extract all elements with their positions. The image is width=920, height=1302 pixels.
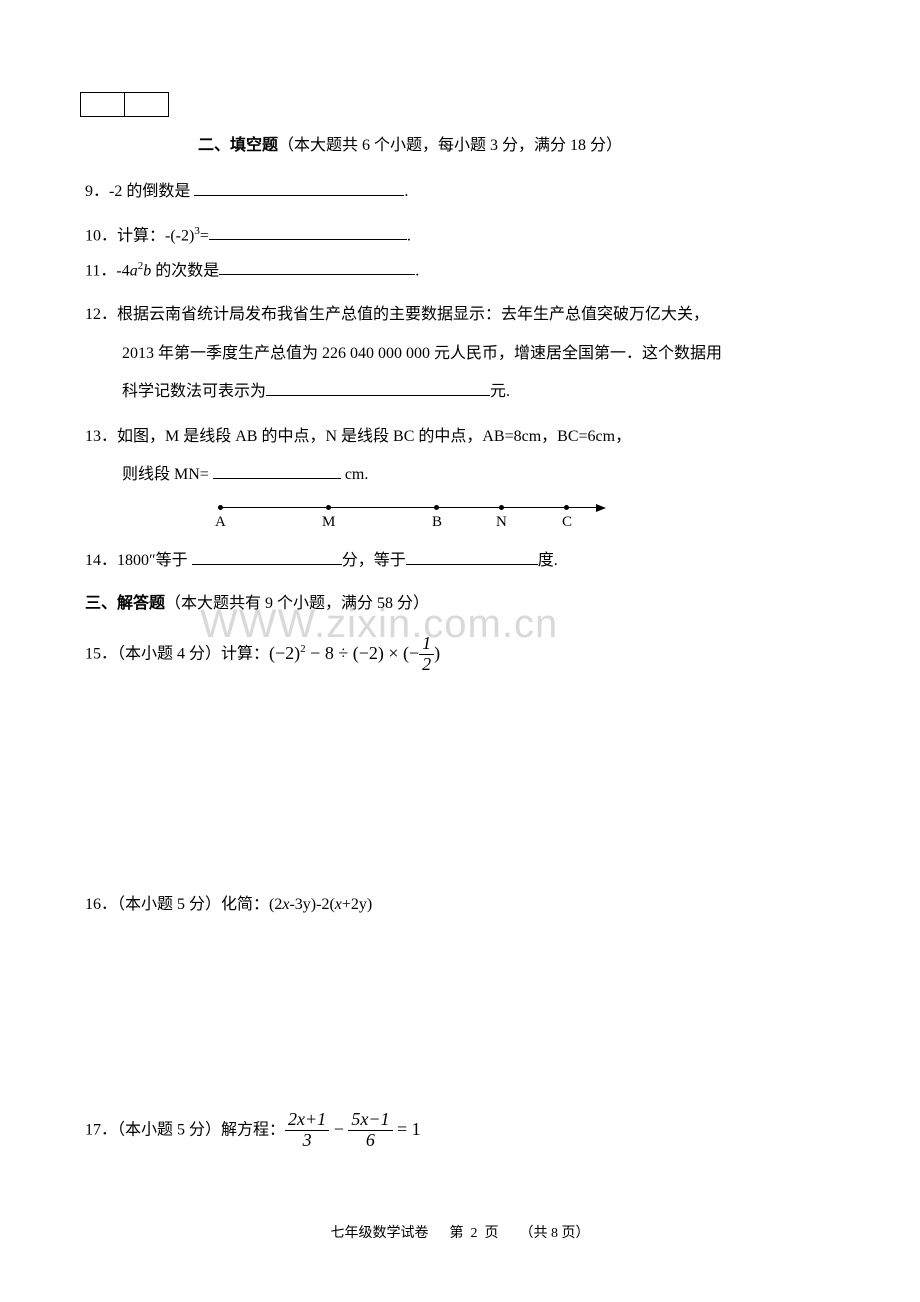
question-11: 11．-4a2b 的次数是. — [85, 256, 835, 287]
corner-table — [80, 92, 169, 117]
question-9: 9．-2 的倒数是 . — [85, 177, 835, 207]
label-m: M — [322, 514, 335, 531]
label-a: A — [215, 514, 226, 531]
section-2-desc: （本大题共 6 个小题，每小题 3 分，满分 18 分） — [278, 137, 622, 154]
question-12-line3: 科学记数法可表示为元. — [85, 377, 835, 407]
line-segment-diagram: A M B N C — [218, 502, 638, 538]
section-3-title: 三、解答题 — [85, 595, 165, 612]
blank-10 — [209, 224, 407, 240]
label-b: B — [432, 514, 442, 531]
blank-11 — [219, 259, 415, 275]
question-14: 14．1800″等于 分，等于度. — [85, 546, 835, 576]
blank-14b — [406, 549, 538, 565]
blank-9 — [194, 180, 404, 196]
question-10: 10．计算：-(-2)3=. — [85, 221, 835, 252]
question-12: 12．根据云南省统计局发布我省生产总值的主要数据显示：去年生产总值突破万亿大关， — [85, 300, 835, 330]
question-13-line2: 则线段 MN= cm. — [85, 460, 835, 490]
section-2-title: 二、填空题 — [198, 137, 278, 154]
section-2-header: 二、填空题（本大题共 6 个小题，每小题 3 分，满分 18 分） — [198, 133, 835, 159]
blank-12 — [266, 380, 490, 396]
question-12-line2: 2013 年第一季度生产总值为 226 040 000 000 元人民币，增速居… — [85, 339, 835, 369]
page-footer: 七年级数学试卷 第 2 页 （共 8 页） — [0, 1222, 920, 1242]
question-13: 13．如图，M 是线段 AB 的中点，N 是线段 BC 的中点，AB=8cm，B… — [85, 422, 835, 452]
label-c: C — [562, 514, 572, 531]
blank-14a — [192, 549, 342, 565]
blank-13 — [213, 463, 341, 479]
question-16: 16．（本小题 5 分）化简：(2x-3y)-2(x+2y) — [85, 890, 835, 920]
question-17: 17．（本小题 5 分）解方程：2x+13 − 5x−16 = 1 — [85, 1110, 835, 1151]
label-n: N — [496, 514, 507, 531]
section-3-header: 三、解答题（本大题共有 9 个小题，满分 58 分） — [85, 591, 835, 617]
section-3-desc: （本大题共有 9 个小题，满分 58 分） — [165, 595, 429, 612]
question-15: 15．（本小题 4 分）计算：(−2)2 − 8 ÷ (−2) × (−12) — [85, 634, 835, 675]
